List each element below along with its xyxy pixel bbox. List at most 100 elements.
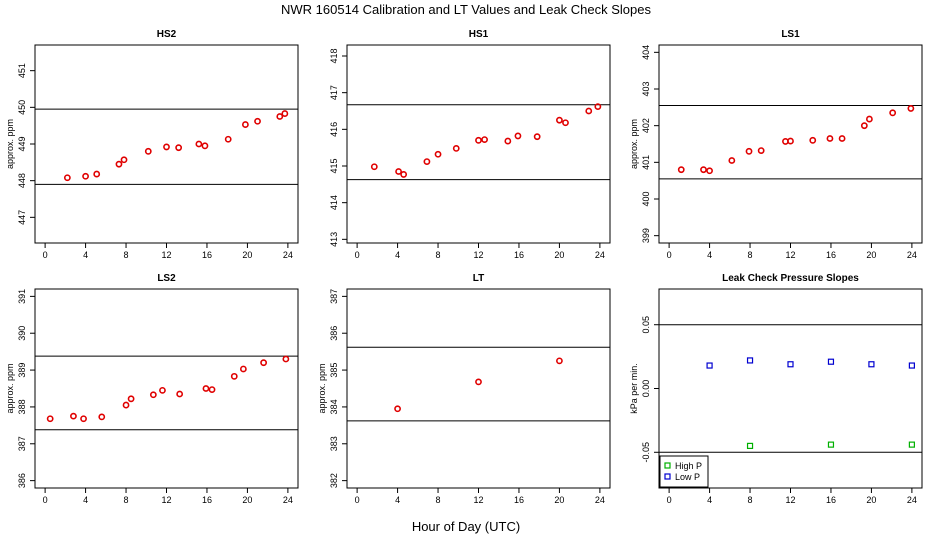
data-point (757, 147, 765, 154)
data-point (370, 163, 378, 171)
x-tick-label: 0 (355, 495, 360, 505)
data-point (745, 147, 753, 155)
data-point (556, 357, 563, 365)
panel-title: Leak Check Pressure Slopes (722, 273, 859, 284)
x-tick-label: 8 (436, 250, 441, 260)
data-point (700, 166, 707, 174)
x-tick-label: 16 (202, 250, 212, 260)
data-point (80, 415, 87, 423)
y-tick-label: 401 (641, 155, 651, 170)
data-point (677, 166, 685, 174)
y-tick-label: -0.05 (641, 442, 651, 463)
data-point (281, 110, 289, 117)
y-tick-label: 404 (641, 45, 651, 60)
data-point (163, 143, 170, 151)
data-point (889, 109, 897, 117)
data-point (400, 171, 408, 178)
data-point (533, 133, 541, 141)
x-tick-label: 20 (866, 250, 876, 260)
y-tick-label: 387 (17, 436, 27, 451)
x-tick-label: 20 (554, 250, 564, 260)
y-tick-label: 418 (329, 48, 339, 63)
y-tick-label: 389 (17, 363, 27, 378)
y-tick-label: 386 (17, 473, 27, 488)
x-tick-label: 12 (473, 250, 483, 260)
data-point (394, 405, 401, 413)
panel-4: LS2 0 4 8 12 16 20 24 386 387 388 389 390 391 approx. … (5, 273, 299, 505)
y-tick-label: 400 (641, 191, 651, 206)
legend-label: High P (675, 461, 702, 471)
y-tick-label: 450 (17, 100, 27, 115)
panel-title: LT (473, 273, 484, 284)
data-point (46, 415, 54, 423)
y-tick-label: 416 (329, 122, 339, 137)
data-point (706, 362, 713, 369)
x-tick-label: 4 (395, 495, 400, 505)
panel-title: HS1 (469, 29, 489, 40)
data-point (706, 167, 713, 175)
data-point (395, 168, 402, 175)
plot-frame (346, 288, 611, 489)
data-point (282, 355, 290, 363)
data-point (144, 147, 152, 155)
x-tick-label: 0 (667, 250, 672, 260)
y-axis-label: approx. ppm (317, 363, 327, 413)
y-tick-label: 403 (641, 81, 651, 96)
x-tick-label: 8 (436, 495, 441, 505)
data-point (202, 385, 210, 392)
legend-box (659, 455, 709, 488)
y-tick-label: 414 (329, 195, 339, 210)
x-tick-label: 16 (514, 495, 524, 505)
y-tick-label: 388 (17, 399, 27, 414)
legend-marker (664, 473, 671, 480)
data-point (728, 157, 736, 164)
x-tick-label: 16 (826, 250, 836, 260)
data-point (63, 174, 71, 182)
data-point (908, 362, 915, 369)
y-tick-label: 415 (329, 158, 339, 173)
x-tick-label: 24 (283, 495, 293, 505)
y-axis-label: approx. ppm (5, 363, 15, 413)
y-tick-label: 402 (641, 118, 651, 133)
x-tick-label: 8 (124, 495, 129, 505)
data-point (149, 391, 157, 399)
data-point (585, 107, 593, 115)
y-tick-label: 382 (329, 473, 339, 488)
x-tick-label: 0 (43, 250, 48, 260)
data-point (787, 361, 794, 368)
x-tick-label: 4 (395, 250, 400, 260)
x-tick-label: 12 (785, 495, 795, 505)
x-tick-label: 24 (283, 250, 293, 260)
panel-title: LS2 (157, 273, 176, 284)
y-tick-label: 399 (641, 228, 651, 243)
x-axis-label: Hour of Day (UTC) (412, 519, 520, 534)
data-point (98, 413, 106, 421)
data-point (120, 156, 128, 164)
data-point (868, 361, 875, 368)
data-point (201, 142, 209, 150)
y-tick-label: 447 (17, 210, 27, 225)
data-point (866, 115, 873, 123)
y-axis-label: approx. ppm (629, 119, 639, 169)
data-point (787, 137, 794, 145)
x-tick-label: 12 (785, 250, 795, 260)
data-point (838, 135, 846, 142)
plot-frame (34, 288, 299, 489)
legend-label: Low P (675, 472, 700, 482)
x-tick-label: 4 (707, 495, 712, 505)
data-point (481, 136, 488, 143)
x-tick-label: 20 (242, 250, 252, 260)
y-tick-label: 390 (17, 326, 27, 341)
data-point (241, 121, 249, 128)
y-axis-label: approx. ppm (5, 119, 15, 169)
x-tick-label: 24 (907, 250, 917, 260)
x-tick-label: 12 (161, 250, 171, 260)
data-point (115, 160, 123, 168)
data-point (224, 135, 232, 143)
x-tick-label: 16 (826, 495, 836, 505)
x-tick-label: 8 (748, 495, 753, 505)
data-point (176, 390, 184, 398)
